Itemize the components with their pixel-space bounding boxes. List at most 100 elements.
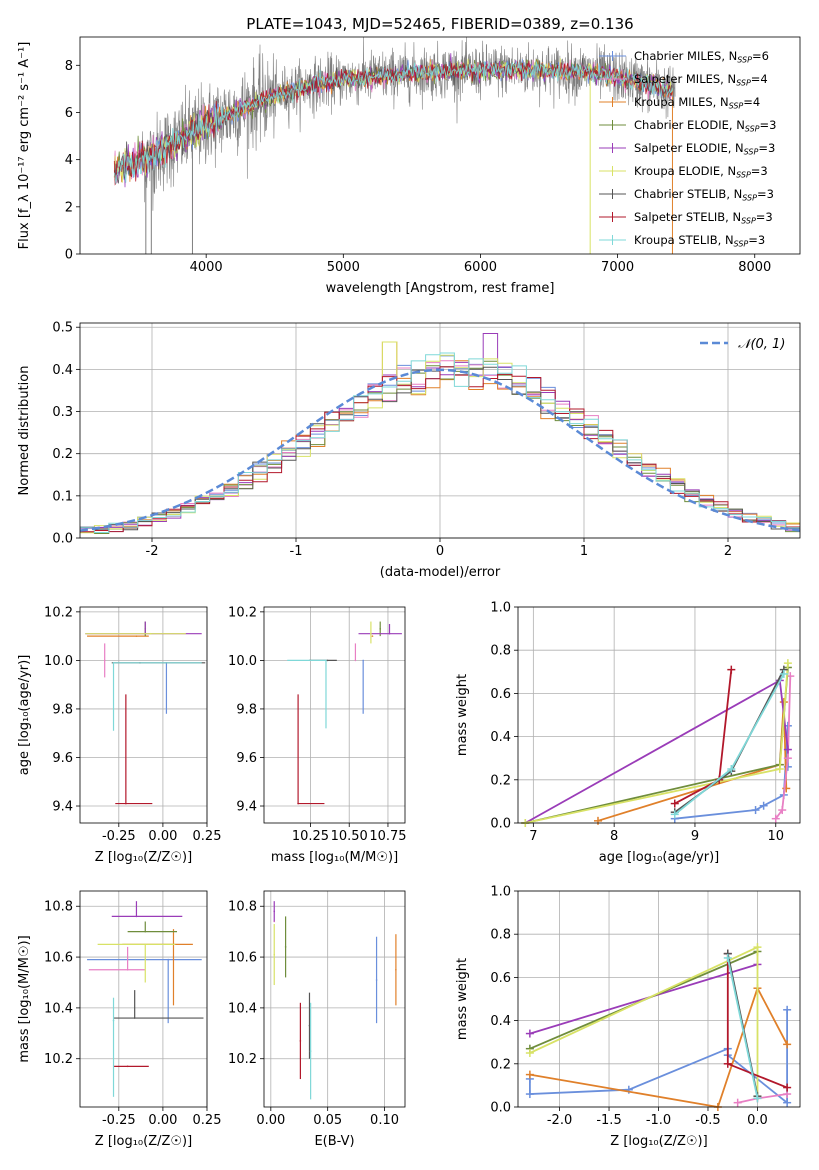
legend-ssp-sub: SSP (736, 171, 751, 180)
y-tick-label: 0.2 (52, 447, 73, 462)
y-tick-label: 0.2 (490, 1057, 511, 1072)
errorbar-point (97, 943, 176, 983)
y-tick-label: 10.2 (44, 605, 73, 620)
plot-frame (79, 606, 208, 824)
z-age-errorbars (85, 621, 206, 805)
legend-count: =3 (756, 210, 773, 224)
x-tick-label: -0.25 (102, 1113, 136, 1128)
residual-histograms (80, 333, 800, 534)
x-tick-label: 7 (529, 829, 537, 844)
legend-ssp-sub: SSP (736, 79, 751, 88)
weight-marker (778, 806, 787, 815)
y-axis-label: Normed distribution (17, 366, 32, 496)
y-axis-label: Flux [f_λ 10⁻¹⁷ erg cm⁻² s⁻¹ A⁻¹] (17, 42, 32, 250)
data-point (135, 915, 138, 918)
errorbar-point (111, 901, 183, 918)
x-tick-label: 8000 (738, 260, 771, 275)
data-point (388, 632, 391, 635)
data-point (297, 802, 299, 805)
y-tick-label: 10.2 (228, 605, 257, 620)
x-tick-label: 6000 (464, 260, 497, 275)
x-axis-label: E(B-V) (314, 1134, 354, 1149)
residual-histogram (80, 341, 800, 529)
legend-count: =6 (752, 49, 769, 63)
x-tick-label: 10 (767, 829, 784, 844)
data-point (299, 1040, 302, 1042)
weight-marker (670, 810, 679, 819)
weight-marker (783, 745, 792, 754)
x-tick-label: 0.05 (313, 1113, 342, 1128)
legend-separator: , (728, 141, 735, 155)
ebv-mass-axes: 0.00 0.05 0.10 10.2 10.4 10.6 10.8 E(B-V) (228, 891, 405, 1149)
legend-model-name: Salpeter ELODIE (634, 141, 728, 155)
y-tick-label: 10.6 (228, 951, 257, 966)
mass-age-axes: 10.25 10.50 10.75 9.4 9.6 9.8 10.0 10.2 mass [lo… (228, 605, 407, 865)
weight-marker (733, 1098, 742, 1107)
data-point (371, 635, 374, 637)
x-tick-label: 0.00 (148, 829, 177, 844)
z-age-axes: -0.25 0.00 0.25 9.4 9.6 9.8 10.0 10.2 Z [log₁₀(Z… (17, 605, 221, 865)
z-mass-axes: -0.25 0.00 0.25 10.2 10.4 10.6 10.8 Z [log₁₀(Z/… (17, 891, 221, 1149)
errorbar-point (284, 916, 287, 978)
legend-model-name: Salpeter MILES (634, 72, 720, 86)
y-tick-label: 1.0 (490, 601, 511, 616)
data-point (370, 632, 372, 635)
errorbar-point (395, 934, 397, 1006)
errorbar-point (309, 1002, 312, 1100)
legend-label: Salpeter ELODIE, NSSP=3 (634, 141, 775, 157)
legend-count: =3 (757, 187, 774, 201)
x-tick-label: 0.25 (193, 829, 222, 844)
legend-n: N (727, 72, 736, 86)
x-tick-label: 8 (610, 829, 618, 844)
age-weight-lines (521, 659, 795, 827)
legend-label: Chabrier MILES, NSSP=6 (634, 49, 769, 65)
data-point (149, 632, 152, 635)
y-tick-label: 10.8 (44, 900, 73, 915)
normal-curve (79, 368, 801, 532)
x-tick-label: -1.0 (646, 1113, 671, 1128)
y-axis-label: mass weight (455, 958, 470, 1040)
y-tick-label: 2 (65, 200, 73, 215)
legend-label: Kroupa MILES, NSSP=4 (634, 95, 760, 111)
y-tick-label: 0.4 (490, 730, 511, 745)
legend-n: N (732, 210, 741, 224)
model-spectrum (113, 60, 673, 185)
legend-label: Kroupa STELIB, NSSP=3 (634, 233, 765, 249)
legend-label: Salpeter MILES, NSSP=4 (634, 72, 768, 88)
weight-marker (783, 1098, 792, 1107)
data-point (112, 1019, 115, 1022)
data-point (273, 953, 276, 956)
x-tick-label: 7000 (601, 260, 634, 275)
weight-series-line (726, 957, 759, 1099)
y-tick-label: 0.8 (490, 644, 511, 659)
weight-marker (783, 1083, 792, 1092)
errorbar-point (358, 623, 402, 635)
legend-count: =3 (748, 233, 765, 247)
weight-marker (723, 1059, 732, 1068)
x-tick-label: 4000 (190, 260, 223, 275)
legend-n: N (720, 95, 729, 109)
model-spectrum (113, 57, 673, 184)
residual-histogram (80, 352, 800, 533)
errorbar-point (127, 921, 178, 933)
legend-separator: , (720, 72, 727, 86)
plot-frame (79, 322, 801, 539)
residual-histogram (80, 366, 800, 533)
x-axis-label: Z [log₁₀(Z/Z☉)] (95, 1134, 192, 1149)
weight-marker (783, 659, 792, 668)
legend-ssp-sub: SSP (734, 240, 749, 249)
weight-marker (783, 1040, 792, 1049)
legend-n: N (727, 164, 736, 178)
x-tick-label: -2.0 (547, 1113, 572, 1128)
legend-n: N (725, 233, 734, 247)
legend-count: =4 (751, 72, 768, 86)
plot-frame (79, 890, 208, 1108)
data-point (135, 635, 138, 637)
legend-model-name: Kroupa MILES (634, 95, 713, 109)
spectrum-axes: 4000 5000 6000 7000 8000 0 2 4 6 8 wavelength [Ang… (17, 42, 771, 296)
data-point (362, 659, 364, 662)
legend-separator: , (720, 164, 727, 178)
errorbar-point (112, 662, 202, 731)
